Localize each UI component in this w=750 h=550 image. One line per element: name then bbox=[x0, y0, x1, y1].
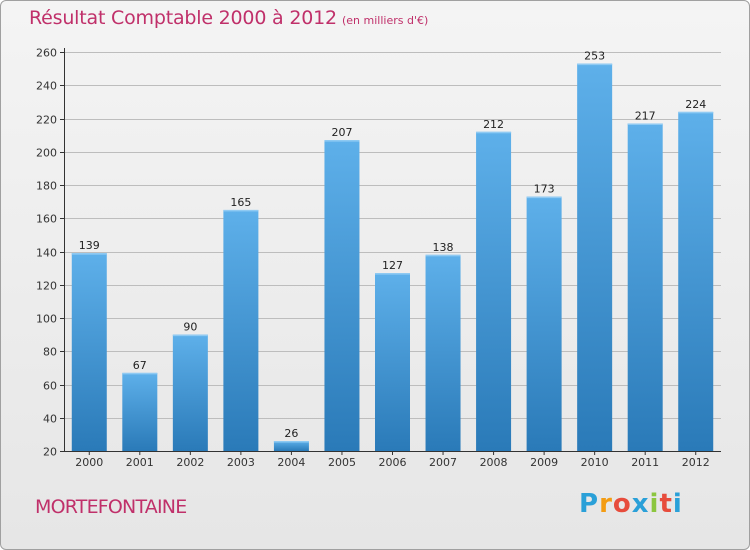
bar-2004 bbox=[273, 441, 309, 451]
axes: 20 40 60 80 100 120 140 160 180 200 220 240 260 2000 2… bbox=[36, 47, 721, 469]
y-tick-label: 120 bbox=[36, 280, 57, 293]
y-tick-label: 180 bbox=[36, 180, 57, 193]
y-tick-label: 260 bbox=[36, 47, 57, 60]
bar-highlight bbox=[678, 111, 714, 114]
bars bbox=[71, 63, 714, 452]
bar-highlight bbox=[577, 63, 613, 66]
bar-2000 bbox=[71, 253, 107, 451]
data-label: 139 bbox=[79, 239, 100, 252]
bar-highlight bbox=[425, 254, 461, 257]
logo-letter: t bbox=[659, 489, 673, 519]
bar-2011 bbox=[627, 123, 663, 452]
x-tick-label: 2005 bbox=[328, 456, 356, 469]
data-label: 173 bbox=[534, 183, 555, 196]
y-tick-label: 20 bbox=[43, 446, 57, 459]
y-tick-label: 240 bbox=[36, 80, 57, 93]
bar-2012 bbox=[678, 111, 714, 451]
logo-letter: r bbox=[599, 489, 613, 519]
x-tick-label: 2003 bbox=[227, 456, 255, 469]
logo-letter: i bbox=[672, 489, 683, 519]
bar-2008 bbox=[476, 131, 512, 452]
chart-title: Résultat Comptable 2000 à 2012 bbox=[29, 7, 337, 29]
x-tick-label: 2000 bbox=[75, 456, 103, 469]
data-label: 217 bbox=[635, 109, 656, 122]
bar-2005 bbox=[324, 140, 360, 452]
x-tick-label: 2009 bbox=[530, 456, 558, 469]
x-tick-label: 2007 bbox=[429, 456, 457, 469]
x-tick-label: 2012 bbox=[682, 456, 710, 469]
bar-highlight bbox=[526, 196, 562, 199]
proxiti-logo[interactable]: Proxiti bbox=[579, 489, 683, 519]
logo-letter: x bbox=[631, 489, 650, 519]
data-label: 90 bbox=[183, 321, 197, 334]
bar-highlight bbox=[476, 131, 512, 134]
data-label: 224 bbox=[685, 98, 706, 111]
data-label: 165 bbox=[230, 196, 251, 209]
x-tick-label: 2006 bbox=[379, 456, 407, 469]
x-tick-label: 2002 bbox=[176, 456, 204, 469]
logo-letter: P bbox=[579, 489, 600, 519]
x-tick-label: 2011 bbox=[631, 456, 659, 469]
y-tick-label: 40 bbox=[43, 413, 57, 426]
chart-unit-label: (en milliers d'€) bbox=[342, 14, 429, 27]
data-label: 127 bbox=[382, 259, 403, 272]
data-labels: 139 67 90 165 26 207 127 138 212 173 253 217 224 bbox=[79, 50, 706, 440]
bar-highlight bbox=[375, 273, 410, 275]
data-label: 26 bbox=[284, 427, 298, 440]
bar-2009 bbox=[526, 196, 562, 451]
bar-highlight bbox=[627, 123, 663, 125]
bar-highlight bbox=[324, 140, 360, 142]
bar-highlight bbox=[71, 253, 107, 255]
bar-highlight bbox=[223, 209, 259, 212]
bar-highlight bbox=[172, 334, 208, 337]
data-label: 212 bbox=[483, 118, 504, 131]
bar-2003 bbox=[223, 209, 259, 451]
y-tick-label: 220 bbox=[36, 114, 57, 127]
y-tick-label: 200 bbox=[36, 147, 57, 160]
data-label: 67 bbox=[133, 359, 147, 372]
bar-2010 bbox=[577, 63, 613, 451]
bar-2002 bbox=[172, 334, 208, 451]
logo-letter: i bbox=[649, 489, 660, 519]
data-label: 138 bbox=[433, 241, 454, 254]
logo-letter: o bbox=[612, 489, 632, 519]
bar-2007 bbox=[425, 254, 461, 451]
data-label: 253 bbox=[584, 50, 605, 63]
bar-highlight bbox=[273, 441, 309, 443]
bar-highlight bbox=[122, 372, 158, 375]
x-tick-label: 2008 bbox=[480, 456, 508, 469]
x-tick-label: 2004 bbox=[277, 456, 305, 469]
y-tick-label: 140 bbox=[36, 247, 57, 260]
x-tick-label: 2010 bbox=[581, 456, 609, 469]
y-tick-label: 160 bbox=[36, 213, 57, 226]
y-tick-label: 100 bbox=[36, 313, 57, 326]
y-tick-label: 80 bbox=[43, 346, 57, 359]
bar-2006 bbox=[375, 273, 410, 451]
bar-2001 bbox=[122, 372, 158, 451]
data-label: 207 bbox=[331, 126, 352, 139]
x-tick-label: 2001 bbox=[126, 456, 154, 469]
commune-name: MORTEFONTAINE bbox=[35, 496, 187, 518]
y-tick-label: 60 bbox=[43, 380, 57, 393]
